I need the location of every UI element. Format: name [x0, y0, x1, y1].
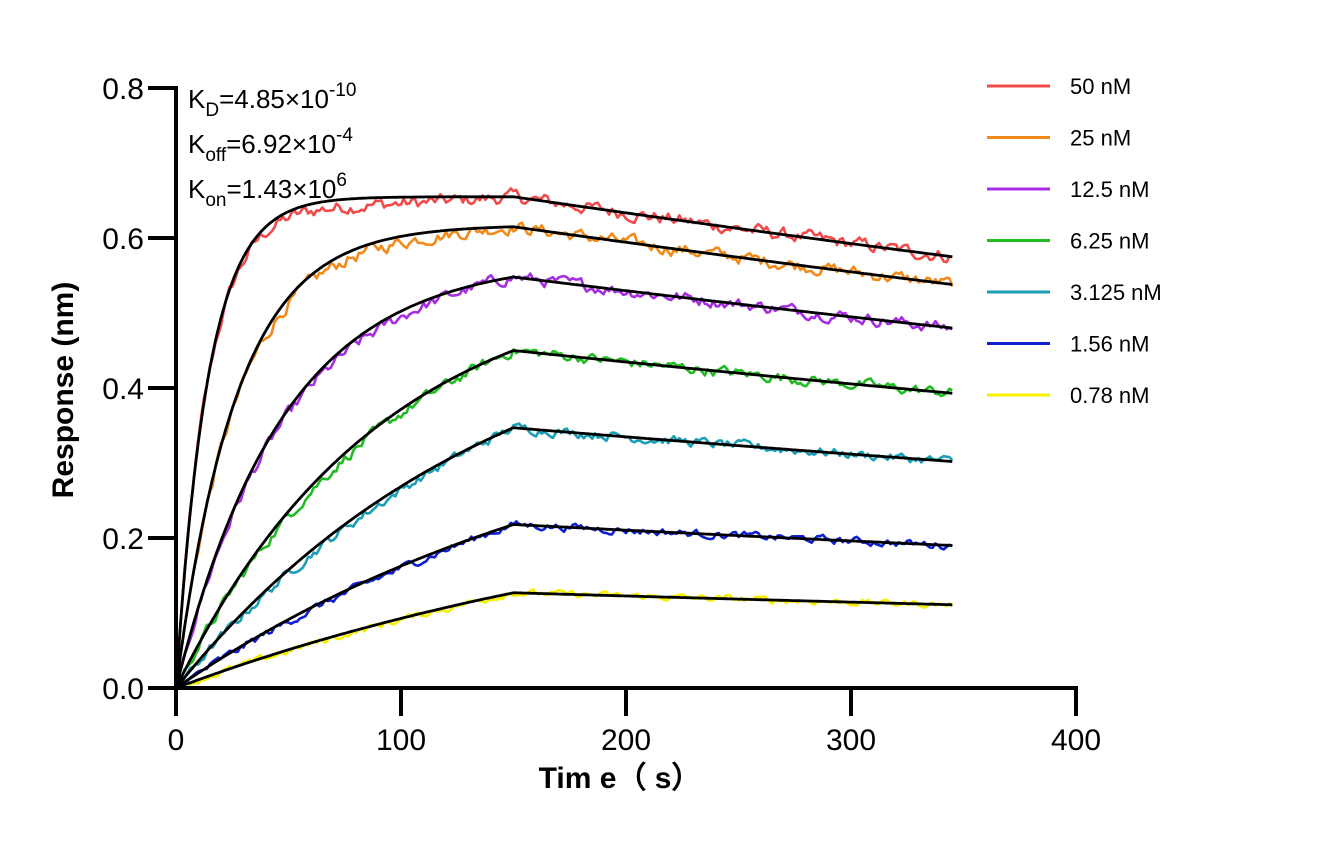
fit-curve-7 [175, 591, 953, 690]
x-tick-label: 200 [601, 724, 651, 757]
series-trace-1 [174, 187, 953, 689]
legend-label: 12.5 nM [1070, 177, 1150, 202]
legend-label: 0.78 nM [1070, 383, 1150, 408]
fit-curve-6 [175, 523, 953, 690]
y-axis-title: Response (nm) [47, 282, 80, 499]
kinetic-constant-2: Koff=6.92×10-4 [188, 125, 353, 166]
series-trace-6 [175, 520, 953, 690]
y-tick-label: 0.2 [102, 523, 144, 556]
y-tick-label: 0.6 [102, 223, 144, 256]
data-traces [174, 187, 954, 690]
ticks: 0 100 200 300 400 0.0 0.2 0.4 0.6 0.8 [102, 73, 1101, 757]
kinetic-constant-3: Kon=1.43×106 [188, 170, 347, 211]
legend-label: 25 nM [1070, 126, 1131, 151]
kinetic-constant-1: KD=4.85×10-10 [188, 80, 356, 121]
legend-label: 3.125 nM [1070, 280, 1162, 305]
series-trace-3 [174, 272, 953, 689]
fit-curve-2 [174, 225, 953, 689]
y-tick-label: 0.4 [102, 373, 144, 406]
series-trace-7 [175, 588, 954, 690]
y-tick-label: 0.0 [102, 673, 144, 706]
x-tick-label: 400 [1051, 724, 1101, 757]
fit-curves [174, 195, 953, 690]
legend-label: 50 nM [1070, 74, 1131, 99]
fit-curve-5 [174, 426, 953, 689]
x-axis-title: Tim e（ s） [539, 761, 702, 795]
x-tick-label: 100 [376, 724, 426, 757]
fit-curve-1 [174, 195, 953, 689]
x-tick-label: 300 [826, 724, 876, 757]
legend-label: 6.25 nM [1070, 229, 1150, 254]
legend-label: 1.56 nM [1070, 332, 1150, 357]
fit-curve-4 [174, 349, 953, 689]
series-trace-4 [174, 348, 953, 689]
fit-curve-3 [174, 275, 953, 689]
x-tick-label: 0 [168, 724, 185, 757]
y-tick-label: 0.8 [102, 73, 144, 106]
legend: 50 nM 25 nM 12.5 nM 6.25 nM 3.125 nM 1.56 nM 0… [987, 74, 1162, 408]
